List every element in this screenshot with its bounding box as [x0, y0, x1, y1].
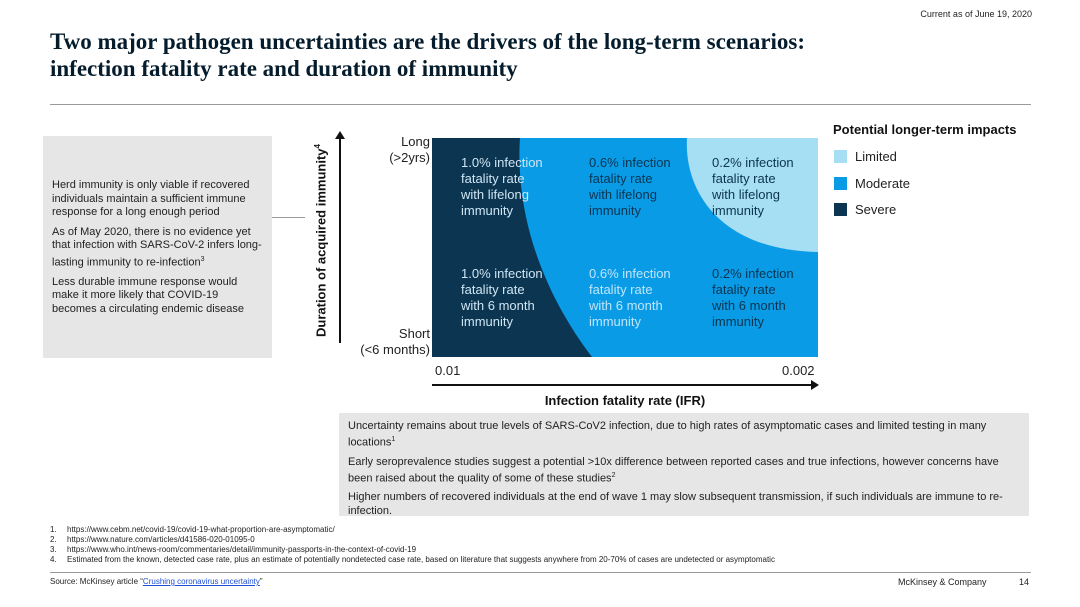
footnote-4: 4. Estimated from the known, detected ca… [50, 555, 1030, 565]
source-suffix: ” [259, 577, 263, 586]
cell-top-right: 0.2% infection fatality rate with lifelo… [711, 155, 797, 218]
cell-top-left-line-1: 1.0% infection [461, 155, 543, 170]
cell-top-right-line-1: 0.2% infection [712, 155, 794, 170]
cell-bottom-mid-line-2: fatality rate [589, 282, 653, 297]
x-axis-label: Infection fatality rate (IFR) [544, 393, 706, 408]
page-title: Two major pathogen uncertainties are the… [50, 28, 1010, 82]
cell-top-right-line-4: immunity [712, 203, 765, 218]
footnote-number: 1. [50, 525, 57, 534]
footnote-text: https://www.who.int/news-room/commentari… [67, 545, 417, 554]
source-link[interactable]: Crushing coronavirus uncertainty [142, 577, 260, 586]
y-axis-label: Duration of acquired immunity4 [313, 144, 328, 337]
y-bottom-line-2: (<6 months) [360, 342, 430, 357]
y-top-line-2: (>2yrs) [389, 150, 430, 165]
title-line-1: Two major pathogen uncertainties are the… [50, 29, 806, 54]
uncertainty-paragraph-3: Higher numbers of recovered individuals … [348, 491, 1003, 518]
cell-bottom-mid-line-3: with 6 month [588, 298, 663, 313]
legend-item-severe: Severe [834, 202, 896, 217]
footnote-3: 3. https://www.who.int/news-room/comment… [50, 545, 1030, 555]
cell-bottom-left-line-1: 1.0% infection [461, 266, 543, 281]
y-bottom-line-1: Short [398, 326, 430, 341]
cell-top-mid-line-3: with lifelong [588, 187, 657, 202]
cell-top-left-line-2: fatality rate [461, 171, 525, 186]
cell-bottom-left-line-2: fatality rate [461, 282, 525, 297]
footnote-ref-2: 2 [611, 471, 616, 479]
footnote-text: https://www.cebm.net/covid-19/covid-19-w… [67, 525, 335, 534]
cell-bottom-right-line-2: fatality rate [712, 282, 776, 297]
cell-top-mid-line-4: immunity [589, 203, 642, 218]
legend-item-limited: Limited [834, 149, 897, 164]
uncertainty-paragraph-1-text: Uncertainty remains about true levels of… [348, 420, 987, 449]
note-paragraph-3: Less durable immune response would make … [52, 275, 244, 315]
uncertainty-paragraph-2: Early seroprevalence studies suggest a p… [348, 455, 1019, 486]
cell-bottom-left-line-4: immunity [461, 314, 514, 329]
footnote-ref-1: 1 [391, 436, 396, 443]
cell-top-left-line-4: immunity [461, 203, 514, 218]
cell-bottom-left-line-3: with 6 month [460, 298, 535, 313]
x-axis-arrowhead [811, 380, 819, 390]
title-divider [50, 104, 1031, 105]
footnotes: 1. https://www.cebm.net/covid-19/covid-1… [50, 525, 1030, 565]
x-axis-arrow [432, 384, 812, 386]
source-line: Source: McKinsey article “Crushing coron… [50, 577, 263, 586]
legend-title: Potential longer-term impacts [833, 122, 1017, 137]
cell-bottom-right-line-4: immunity [712, 314, 765, 329]
legend-label-limited: Limited [855, 149, 897, 164]
note-paragraph-2: As of May 2020, there is no evidence yet… [52, 226, 264, 270]
cell-top-left-line-3: with lifelong [460, 187, 529, 202]
footnote-text: Estimated from the known, detected case … [67, 555, 775, 564]
legend-swatch-moderate [834, 177, 847, 190]
uncertainty-note-box: Uncertainty remains about true levels of… [339, 413, 1029, 518]
legend-swatch-severe [834, 203, 847, 216]
cell-top-mid-line-2: fatality rate [589, 171, 653, 186]
cell-top-left: 1.0% infection fatality rate with lifelo… [460, 155, 546, 218]
scenario-matrix: 1.0% infection fatality rate with lifelo… [432, 138, 818, 357]
footnote-ref-4: 4 [313, 144, 322, 149]
legend-label-moderate: Moderate [855, 176, 910, 191]
y-top-line-1: Long [401, 134, 430, 149]
x-tick-left: 0.01 [435, 363, 461, 378]
cell-bottom-right-line-3: with 6 month [711, 298, 786, 313]
connector-line [272, 217, 305, 218]
severe-impact-region [432, 138, 592, 357]
footnote-number: 2. [50, 535, 57, 544]
note-paragraph-1: Herd immunity is only viable if recovere… [52, 179, 250, 218]
footnote-2: 2. https://www.nature.com/articles/d4158… [50, 535, 1030, 545]
cell-top-mid-line-1: 0.6% infection [589, 155, 671, 170]
uncertainty-paragraph-1: Uncertainty remains about true levels of… [348, 419, 1019, 450]
footnote-1: 1. https://www.cebm.net/covid-19/covid-1… [50, 525, 1030, 535]
footnote-ref-3: 3 [200, 255, 205, 263]
source-prefix: Source: McKinsey article “ [50, 577, 143, 586]
cell-bottom-mid: 0.6% infection fatality rate with 6 mont… [588, 266, 674, 329]
y-axis-arrow [339, 138, 341, 343]
cell-bottom-mid-line-4: immunity [589, 314, 642, 329]
cell-bottom-left: 1.0% infection fatality rate with 6 mont… [460, 266, 546, 329]
current-as-of-date: Current as of June 19, 2020 [920, 9, 1032, 19]
uncertainty-paragraph-2-text: Early seroprevalence studies suggest a p… [348, 455, 999, 485]
cell-bottom-mid-line-1: 0.6% infection [589, 266, 671, 281]
cell-top-right-line-3: with lifelong [711, 187, 780, 202]
legend-label-severe: Severe [855, 202, 897, 217]
cell-top-mid: 0.6% infection fatality rate with lifelo… [588, 155, 674, 218]
cell-bottom-right-line-1: 0.2% infection [712, 266, 794, 281]
footer-divider [50, 572, 1031, 573]
legend-swatch-limited [834, 150, 847, 163]
company-name: McKinsey & Company [898, 577, 987, 587]
footnote-number: 3. [50, 545, 57, 554]
y-axis-label-text: Duration of acquired immunity [313, 148, 329, 337]
footnote-text: https://www.nature.com/articles/d41586-0… [67, 535, 255, 544]
y-axis-top-label: Long (>2yrs) [368, 134, 430, 166]
x-tick-right: 0.002 [782, 363, 815, 378]
title-line-2: infection fatality rate and duration of … [50, 56, 518, 81]
footnote-number: 4. [50, 555, 57, 564]
cell-top-right-line-2: fatality rate [712, 171, 776, 186]
herd-immunity-note-box: Herd immunity is only viable if recovere… [43, 136, 272, 358]
note-paragraph-2-text: As of May 2020, there is no evidence yet… [52, 225, 262, 269]
legend-item-moderate: Moderate [834, 176, 910, 191]
page-number: 14 [1019, 577, 1030, 587]
y-axis-arrowhead [335, 131, 345, 139]
y-axis-bottom-label: Short (<6 months) [346, 326, 430, 358]
cell-bottom-right: 0.2% infection fatality rate with 6 mont… [711, 266, 797, 329]
